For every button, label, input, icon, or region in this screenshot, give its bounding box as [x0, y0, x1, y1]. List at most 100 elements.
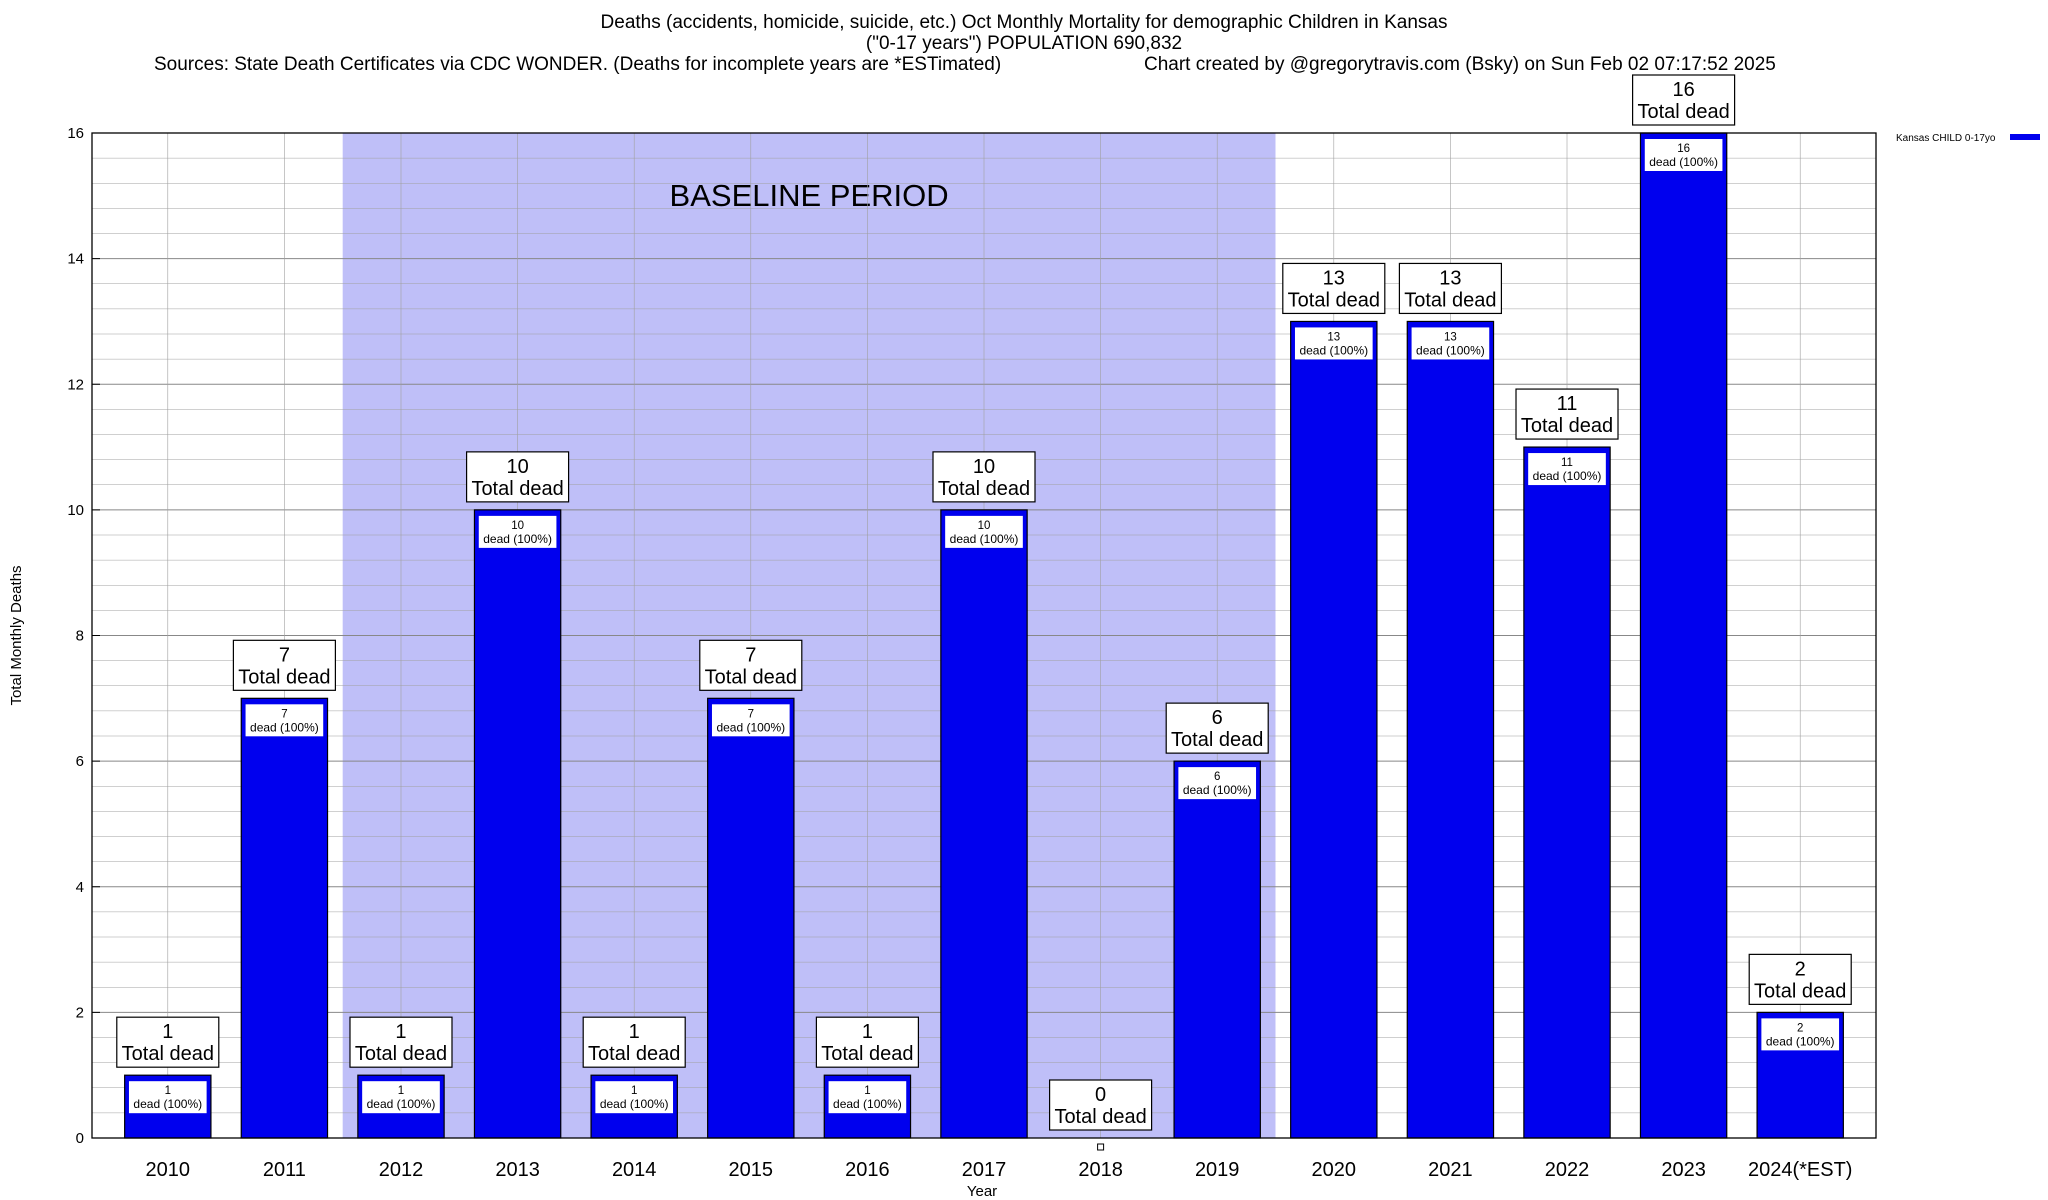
bar-inner-label-box — [1761, 1018, 1840, 1051]
bar-inner-label-box — [478, 515, 557, 548]
y-tick-label: 8 — [76, 628, 84, 645]
bar-inner-label-box — [828, 1081, 907, 1114]
x-tick-label: 2012 — [379, 1159, 424, 1181]
bar-2023 — [1639, 132, 1728, 1139]
total-label-box — [465, 451, 570, 503]
bar-inner-value: 1 — [398, 1085, 404, 1097]
x-tick-label: 2013 — [495, 1159, 540, 1181]
bar-inner-label-box — [128, 1081, 207, 1114]
total-dead-label: Total dead — [1637, 101, 1729, 123]
total-value-label: 6 — [1212, 707, 1223, 729]
total-label-box — [349, 1016, 453, 1068]
bar-inner-label-box — [1528, 453, 1606, 486]
bar-inner-value: 1 — [165, 1085, 171, 1097]
bar-inner-label-box — [595, 1081, 674, 1114]
total-dead-label: Total dead — [705, 666, 797, 688]
total-label-box — [1748, 953, 1852, 1005]
bar-inner-value: 2 — [1797, 1022, 1803, 1034]
credit-note: Chart created by @gregorytravis.com (Bsk… — [1144, 54, 1776, 75]
bar-inner-value: 7 — [748, 708, 754, 720]
bar-2020 — [1290, 320, 1378, 1139]
bar-2021 — [1406, 320, 1495, 1139]
total-dead-label: Total dead — [122, 1043, 214, 1065]
zero-marker — [1097, 1143, 1105, 1151]
total-value-label: 11 — [1557, 393, 1578, 415]
bar-inner-value: 6 — [1214, 771, 1220, 783]
bar-inner-label: dead (100%) — [1649, 155, 1718, 169]
x-tick-label: 2018 — [1078, 1159, 1123, 1181]
total-value-label: 1 — [629, 1021, 640, 1043]
bar-inner-value: 11 — [1561, 457, 1573, 469]
bar-inner-label: dead (100%) — [1766, 1034, 1835, 1048]
total-dead-label: Total dead — [238, 666, 330, 688]
x-tick-label: 2021 — [1428, 1159, 1473, 1181]
total-value-label: 10 — [506, 456, 528, 478]
total-dead-label: Total dead — [1754, 980, 1846, 1002]
x-tick-label: 2022 — [1545, 1159, 1590, 1181]
total-label-box — [582, 1016, 686, 1068]
title-line-2: ("0-17 years") POPULATION 690,832 — [865, 33, 1183, 54]
bar-inner-label: dead (100%) — [367, 1097, 436, 1111]
bar-inner-label-box — [1411, 327, 1490, 360]
total-dead-label: Total dead — [1288, 289, 1380, 311]
total-value-label: 10 — [973, 456, 995, 478]
total-value-label: 1 — [162, 1021, 173, 1043]
baseline-period-label: BASELINE PERIOD — [670, 178, 949, 213]
total-value-label: 7 — [745, 644, 756, 666]
total-value-label: 1 — [862, 1021, 873, 1043]
total-dead-label: Total dead — [1521, 415, 1613, 437]
total-value-label: 2 — [1795, 958, 1806, 980]
bar-inner-value: 10 — [511, 520, 524, 532]
total-dead-label: Total dead — [1404, 289, 1496, 311]
x-tick-label: 2023 — [1661, 1159, 1706, 1181]
total-label-box — [116, 1016, 220, 1068]
bar-2019 — [1173, 760, 1261, 1139]
y-tick-label: 4 — [76, 879, 84, 896]
bar-inner-value: 1 — [631, 1085, 637, 1097]
total-label-box — [232, 639, 336, 691]
x-tick-label: 2019 — [1195, 1159, 1240, 1181]
x-tick-label: 2010 — [146, 1159, 191, 1181]
bar-inner-label-box — [945, 515, 1023, 548]
bar-2013 — [473, 509, 562, 1139]
bar-inner-label-box — [1644, 139, 1723, 171]
bar-inner-label: dead (100%) — [600, 1097, 669, 1111]
bar-inner-label: dead (100%) — [1533, 469, 1602, 483]
total-label-box — [1165, 702, 1269, 754]
bar-inner-value: 16 — [1677, 143, 1690, 155]
bar-inner-value: 1 — [864, 1085, 870, 1097]
total-dead-label: Total dead — [1054, 1106, 1146, 1128]
x-tick-label: 2015 — [729, 1159, 774, 1181]
bar-2022 — [1523, 446, 1611, 1139]
bar-inner-label-box — [711, 704, 790, 737]
bar-inner-label: dead (100%) — [716, 720, 785, 734]
bar-inner-label: dead (100%) — [950, 532, 1019, 546]
total-value-label: 13 — [1439, 267, 1461, 289]
total-label-box — [932, 451, 1036, 503]
total-dead-label: Total dead — [821, 1043, 913, 1065]
legend-label: Kansas CHILD 0-17yo — [1896, 133, 1996, 144]
total-dead-label: Total dead — [1171, 729, 1263, 751]
bar-inner-label-box — [1294, 327, 1373, 360]
y-tick-label: 0 — [76, 1130, 84, 1147]
bar-inner-label-box — [1178, 767, 1257, 800]
total-value-label: 13 — [1323, 267, 1345, 289]
total-dead-label: Total dead — [471, 478, 563, 500]
x-tick-label: 2014 — [612, 1159, 657, 1181]
bar-inner-label-box — [362, 1081, 440, 1114]
bar-inner-label: dead (100%) — [250, 720, 319, 734]
plot-frame — [91, 132, 1877, 1139]
sources-note: Sources: State Death Certificates via CD… — [154, 54, 1002, 75]
bar-inner-value: 13 — [1327, 331, 1340, 343]
bar-2017 — [940, 509, 1028, 1139]
bar-inner-label: dead (100%) — [1299, 343, 1368, 357]
total-label-box — [1282, 262, 1386, 315]
x-tick-label: 2017 — [962, 1159, 1007, 1181]
bar-inner-value: 7 — [281, 708, 287, 720]
total-value-label: 0 — [1095, 1084, 1106, 1106]
bar-inner-label: dead (100%) — [833, 1097, 902, 1111]
total-value-label: 7 — [279, 644, 290, 666]
total-label-box — [815, 1016, 919, 1068]
bar-inner-label: dead (100%) — [483, 532, 552, 546]
bar-inner-label: dead (100%) — [1416, 343, 1485, 357]
